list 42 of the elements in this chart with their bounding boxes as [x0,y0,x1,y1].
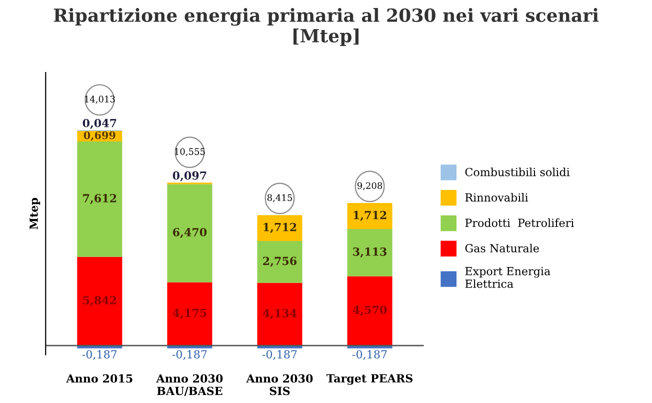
bar [167,282,212,346]
total-label: 14,013 [84,96,115,104]
bar [257,241,302,283]
x-tick-label: Target PEARS [326,374,413,385]
x-tick-label: Anno 2030 BAU/BASE [156,374,223,396]
legend-label: Rinnovabili [465,193,528,202]
x-tick-label: Anno 2030 SIS [246,374,313,396]
bar [257,215,302,242]
bar [347,276,392,346]
legend-label: Export Energia Elettrica [465,266,550,288]
chart-title: Ripartizione energia primaria al 2030 nei vari scenari [Mtep] [54,8,599,46]
data-label: 4,134 [262,309,297,320]
data-label: 1,712 [354,210,386,221]
bar [347,229,392,276]
data-label: 0,097 [172,171,206,182]
bar [347,203,392,230]
data-label: -0,187 [352,350,387,360]
data-label: 0,699 [84,131,116,141]
legend-label: Gas Naturale [465,244,539,252]
data-label: 5,842 [83,296,116,306]
data-label: 0,047 [82,118,116,129]
y-axis-title: Mtep [30,198,40,230]
total-label: 8,415 [267,194,292,202]
data-label: -0,187 [172,350,207,360]
legend-label: Combustibili solidi [465,168,570,176]
data-label: 4,570 [352,306,387,316]
data-label: 1,712 [264,222,296,233]
bar [257,282,302,346]
bar [77,256,122,346]
bar [77,141,122,257]
data-label: 2,756 [263,256,297,267]
x-tick-label: Anno 2015 [66,374,132,383]
data-label: 4,175 [172,308,206,319]
data-label: -0,187 [82,350,117,360]
data-label: -0,187 [262,350,297,360]
legend-label: Prodotti Petroliferi [465,218,574,228]
bar [167,184,212,282]
data-label: 3,113 [353,247,386,258]
data-label: 6,470 [173,228,207,238]
data-label: 7,612 [83,194,116,204]
total-label: 9,208 [357,182,382,190]
total-label: 10,555 [175,148,205,156]
